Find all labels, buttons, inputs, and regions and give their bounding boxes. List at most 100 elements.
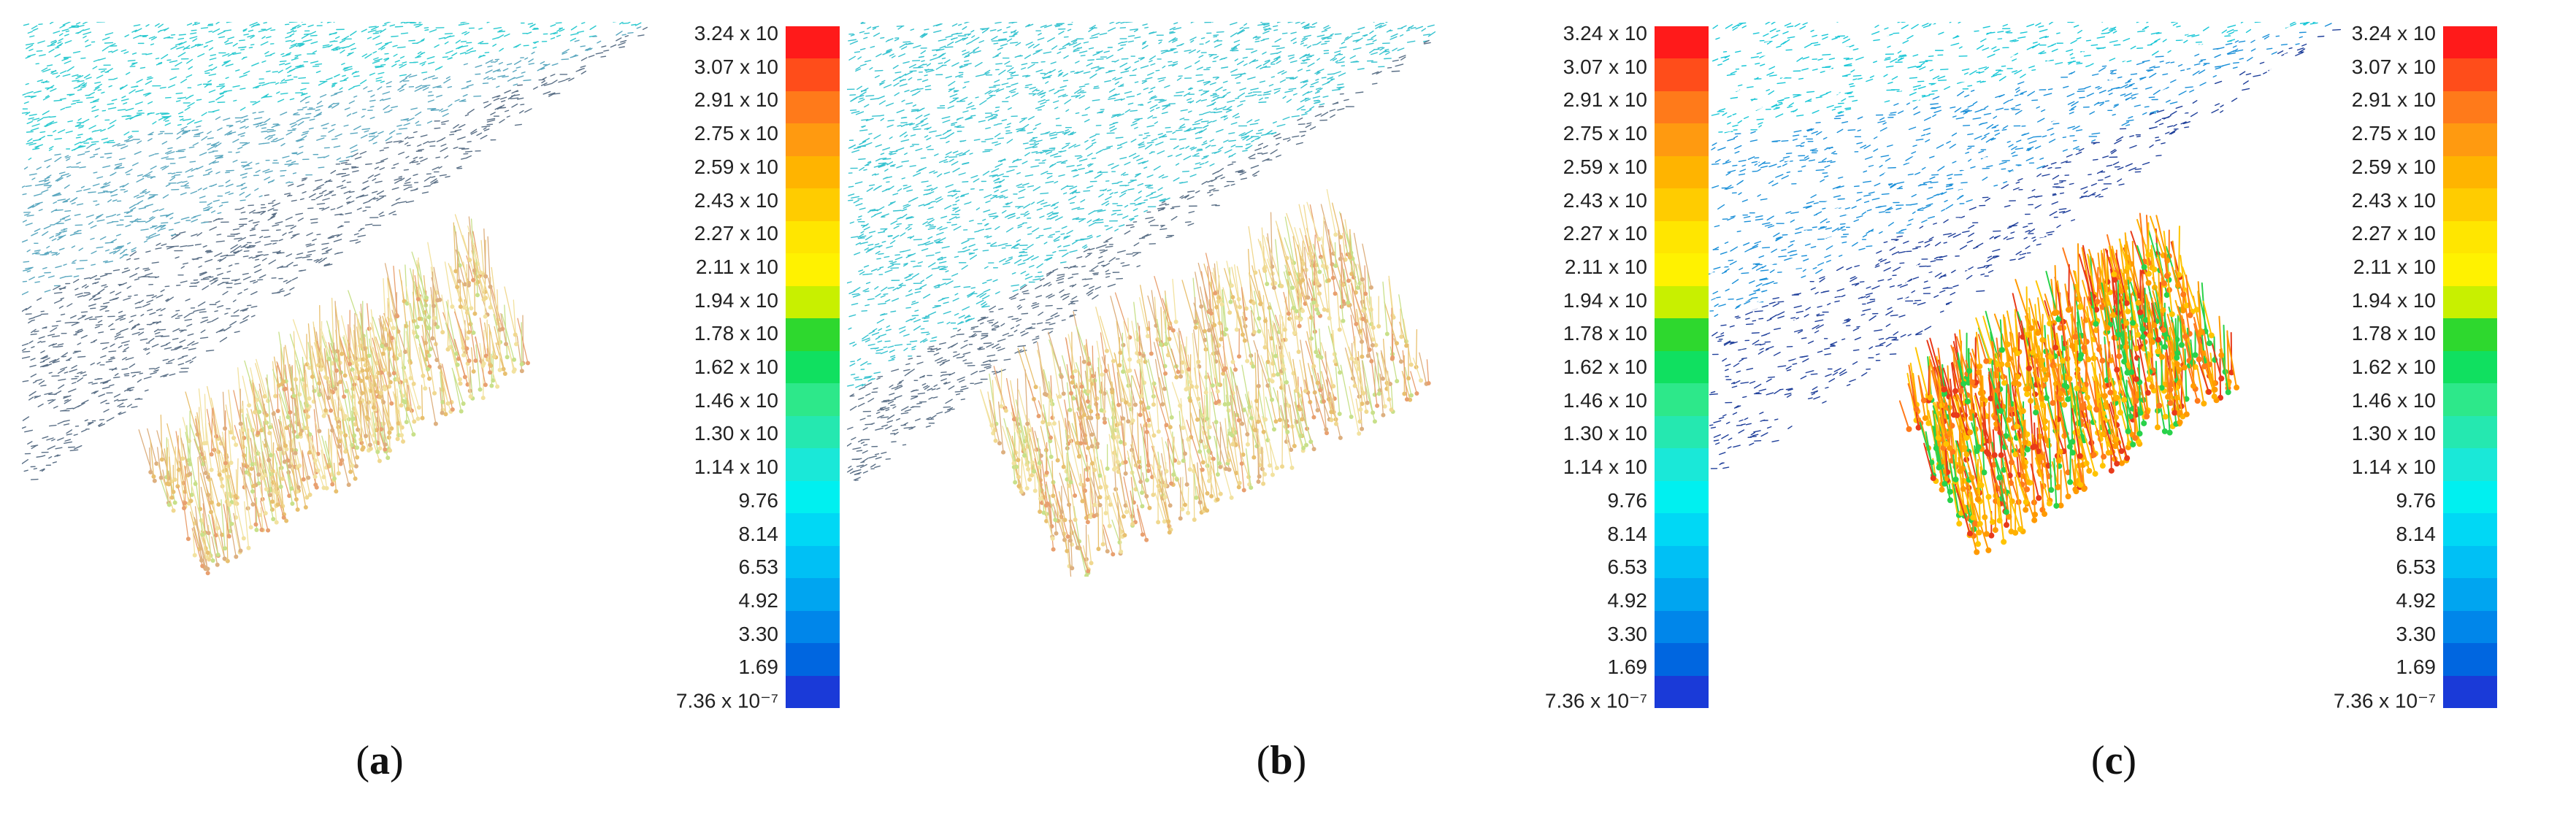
legend-color-step [2443,643,2497,677]
legend-color-step [786,318,840,352]
legend-label: 1.94 x 10 [2351,288,2436,312]
legend-label: 2.43 x 10 [1563,188,1647,212]
legend-color-step [2443,253,2497,287]
legend-label: 3.30 [1607,622,1648,645]
legend-color-step [786,610,840,644]
legend-label: 4.92 [2396,588,2437,612]
legend-colorbar [786,26,840,709]
legend-label: 1.62 x 10 [1563,355,1647,378]
legend-color-step [2443,383,2497,417]
legend-color-step [786,26,840,59]
legend-color-step [2443,448,2497,482]
legend-label: 8.14 [2396,522,2437,545]
legend-label: 1.30 x 10 [1563,422,1647,445]
legend-color-step [1655,610,1709,644]
vector-field-plot-c [1709,22,2342,555]
legend-label: 1.78 x 10 [1563,322,1647,345]
legend-label: 2.75 x 10 [1563,122,1647,145]
legend-color-step [2443,675,2497,709]
legend-colorbar [2443,26,2497,709]
legend-color-step [786,675,840,709]
legend-color-step [2443,318,2497,352]
legend-color-step [1655,58,1709,92]
legend-label: 9.76 [2396,488,2437,512]
legend-color-step [1655,91,1709,124]
legend-color-step [1655,383,1709,417]
legend-color-step [786,448,840,482]
legend-label: 1.78 x 10 [694,322,778,345]
legend-color-step [1655,415,1709,449]
legend-color-step [786,155,840,189]
vector-field-plot-a [22,22,648,576]
legend-label: 3.24 x 10 [2351,22,2436,45]
legend-label: 1.69 [738,655,779,679]
legend-label: 6.53 [1607,555,1648,579]
legend-label: 8.14 [1607,522,1648,545]
legend-color-step [1655,26,1709,59]
legend-color-step [786,58,840,92]
legend-label: 4.92 [1607,588,1648,612]
legend-color-step [1655,188,1709,222]
legend-color-step [786,123,840,157]
legend-color-step [786,545,840,579]
legend-label: 2.59 x 10 [1563,155,1647,178]
legend-label: 1.46 x 10 [2351,388,2436,412]
legend-color-step [786,415,840,449]
legend-label: 2.27 x 10 [694,222,778,245]
legend-color-step [786,383,840,417]
legend-label: 1.30 x 10 [694,422,778,445]
legend-label: 1.14 x 10 [694,455,778,479]
legend-color-step [2443,350,2497,384]
legend-color-step [786,188,840,222]
legend-label: 6.53 [2396,555,2437,579]
legend-color-step [786,643,840,677]
legend-color-step [1655,220,1709,254]
legend-label: 2.91 x 10 [2351,88,2436,112]
legend-color-step [786,578,840,612]
legend-label: 1.30 x 10 [2351,422,2436,445]
legend-color-step [2443,545,2497,579]
legend-label: 7.36 x 10⁻⁷ [2333,689,2436,712]
legend-color-step [2443,155,2497,189]
legend-label: 6.53 [738,555,779,579]
legend-color-step [1655,545,1709,579]
legend-color-step [786,480,840,514]
color-legend-b: 3.24 x 10 3.07 x 10 2.91 x 10 2.75 x 10 2.59… [1504,22,1709,712]
legend-label: 4.92 [738,588,779,612]
legend-colorbar [1655,26,1709,709]
legend-label: 1.14 x 10 [1563,455,1647,479]
legend-label: 3.24 x 10 [694,22,778,45]
legend-color-step [2443,480,2497,514]
panel-caption-a: (a) [356,738,404,783]
legend-label: 1.62 x 10 [694,355,778,378]
legend-color-step [2443,91,2497,124]
legend-label: 9.76 [738,488,779,512]
legend-color-step [1655,155,1709,189]
legend-label: 2.27 x 10 [1563,222,1647,245]
legend-color-step [1655,578,1709,612]
legend-color-step [2443,220,2497,254]
legend-color-step [1655,318,1709,352]
legend-color-step [1655,448,1709,482]
legend-color-step [2443,513,2497,547]
legend-color-step [786,350,840,384]
legend-color-step [1655,350,1709,384]
legend-label: 2.59 x 10 [2351,155,2436,178]
legend-color-step [1655,480,1709,514]
legend-label: 1.69 [2396,655,2437,679]
legend-label: 3.30 [2396,622,2437,645]
legend-color-step [2443,188,2497,222]
legend-label: 2.75 x 10 [694,122,778,145]
legend-color-step [1655,643,1709,677]
legend-label: 2.11 x 10 [695,255,778,278]
legend-color-step [2443,285,2497,319]
vector-field-plot-b [847,22,1436,577]
legend-label: 2.91 x 10 [1563,88,1647,112]
legend-label: 9.76 [1607,488,1648,512]
legend-color-step [2443,415,2497,449]
legend-label: 2.43 x 10 [2351,188,2436,212]
legend-label: 3.07 x 10 [694,55,778,78]
panel-caption-b: (b) [1256,738,1307,783]
legend-label: 2.27 x 10 [2351,222,2436,245]
legend-color-step [1655,123,1709,157]
